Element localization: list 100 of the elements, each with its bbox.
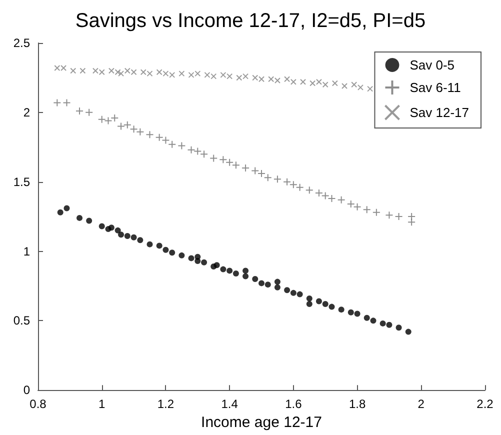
point	[252, 276, 258, 282]
point	[114, 69, 121, 76]
point	[60, 64, 67, 71]
point	[162, 70, 169, 77]
point	[242, 268, 249, 274]
point	[54, 64, 60, 71]
point	[236, 74, 242, 81]
point	[306, 295, 312, 302]
point	[162, 246, 169, 253]
point	[364, 314, 370, 321]
point	[385, 211, 394, 220]
point	[188, 72, 194, 78]
point	[86, 218, 92, 224]
x-tick-label: 2	[418, 397, 425, 412]
point	[178, 142, 186, 150]
point	[258, 76, 264, 82]
point	[242, 73, 249, 80]
point	[210, 73, 217, 80]
point	[408, 218, 416, 226]
point	[367, 86, 374, 92]
point	[290, 78, 296, 85]
point	[268, 76, 274, 82]
point	[242, 164, 250, 172]
point	[210, 154, 218, 162]
point	[226, 268, 233, 274]
point	[296, 291, 303, 298]
point	[108, 68, 114, 74]
point	[204, 72, 210, 78]
point	[290, 290, 296, 296]
point	[85, 108, 94, 116]
x-tick-label: 1.2	[157, 397, 174, 412]
point	[316, 78, 322, 85]
point	[405, 328, 412, 335]
point	[322, 301, 328, 308]
point	[194, 254, 201, 260]
point	[201, 259, 208, 266]
point	[169, 250, 176, 256]
legend-label: Sav 6-11	[410, 80, 461, 95]
chart-title: Savings vs Income 12-17, I2=d5, PI=d5	[75, 10, 426, 32]
point	[274, 77, 280, 84]
point	[64, 205, 70, 212]
x-tick-label: 0.8	[30, 397, 47, 412]
point	[394, 212, 403, 221]
point	[310, 80, 316, 86]
point	[124, 68, 130, 74]
y-tick-label: 0	[23, 383, 30, 398]
point	[53, 98, 62, 107]
point	[76, 107, 84, 116]
point	[362, 206, 371, 214]
point	[264, 282, 271, 288]
point	[328, 304, 335, 310]
point	[130, 234, 137, 240]
point	[372, 208, 380, 216]
point	[140, 69, 146, 76]
point	[108, 224, 114, 231]
point	[114, 227, 121, 234]
point	[342, 83, 348, 90]
legend-label: Sav 0-5	[410, 58, 455, 72]
point	[274, 284, 280, 290]
point	[284, 287, 290, 294]
x-tick-label: 1.8	[348, 397, 366, 412]
point	[273, 175, 282, 184]
point	[98, 223, 105, 230]
point	[156, 69, 162, 76]
point	[252, 74, 258, 81]
point	[316, 298, 322, 304]
point	[348, 309, 354, 316]
x-tick-label: 1.4	[221, 397, 238, 412]
legend-label: Sav 12-17	[410, 105, 470, 120]
point	[386, 322, 392, 328]
point	[408, 212, 416, 221]
point	[194, 70, 201, 77]
point	[338, 306, 344, 313]
point	[337, 196, 346, 204]
x-axis-title: Income age 12-17	[201, 414, 322, 431]
point	[284, 76, 290, 82]
point	[146, 241, 153, 248]
point	[110, 114, 119, 122]
point	[117, 122, 126, 130]
point	[300, 78, 306, 85]
y-tick-label: 2.5	[13, 36, 30, 50]
point	[242, 273, 249, 280]
point	[62, 98, 71, 107]
point	[178, 252, 185, 258]
point	[104, 116, 112, 125]
point	[351, 82, 358, 88]
point	[220, 72, 226, 78]
point	[232, 270, 239, 276]
point	[332, 80, 338, 86]
x-tick-label: 2.2	[476, 397, 494, 412]
y-tick-label: 1	[23, 244, 30, 258]
point	[146, 70, 153, 77]
point	[146, 130, 154, 139]
point	[357, 84, 364, 90]
point	[98, 115, 106, 124]
point	[178, 70, 185, 77]
point	[188, 255, 194, 262]
point	[226, 73, 233, 80]
point	[76, 214, 83, 221]
point	[137, 237, 144, 244]
